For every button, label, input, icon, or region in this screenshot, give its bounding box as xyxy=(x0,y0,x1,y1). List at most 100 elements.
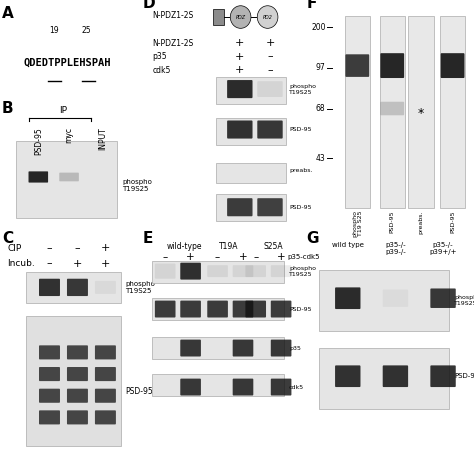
Bar xyxy=(319,270,449,331)
Text: phospho
T19S25: phospho T19S25 xyxy=(454,295,474,306)
Text: –: – xyxy=(253,252,258,262)
FancyBboxPatch shape xyxy=(233,265,253,277)
Text: 68: 68 xyxy=(316,104,326,113)
FancyBboxPatch shape xyxy=(95,367,116,381)
Text: IP: IP xyxy=(59,106,67,115)
FancyBboxPatch shape xyxy=(271,265,292,277)
FancyBboxPatch shape xyxy=(430,289,456,308)
FancyBboxPatch shape xyxy=(95,281,116,294)
Bar xyxy=(216,195,286,221)
FancyBboxPatch shape xyxy=(39,279,60,296)
Bar xyxy=(345,16,370,208)
Text: myc: myc xyxy=(64,127,73,143)
Text: preabs.: preabs. xyxy=(289,168,312,173)
Text: +: + xyxy=(101,259,110,269)
FancyBboxPatch shape xyxy=(227,80,253,98)
FancyBboxPatch shape xyxy=(233,378,253,396)
Text: p35-/-
p39-/-: p35-/- p39-/- xyxy=(385,242,406,255)
FancyBboxPatch shape xyxy=(67,279,88,296)
Text: D: D xyxy=(143,0,155,11)
FancyBboxPatch shape xyxy=(335,287,360,309)
Text: Incub.: Incub. xyxy=(8,259,35,268)
Bar xyxy=(153,298,284,320)
FancyBboxPatch shape xyxy=(95,410,116,425)
FancyBboxPatch shape xyxy=(346,54,369,77)
FancyBboxPatch shape xyxy=(67,367,88,381)
Text: +: + xyxy=(235,65,245,75)
Text: +: + xyxy=(73,259,82,269)
FancyBboxPatch shape xyxy=(180,263,201,279)
Text: +: + xyxy=(277,252,285,262)
Text: T19A: T19A xyxy=(219,242,238,251)
Text: PSD-95: PSD-95 xyxy=(390,210,395,233)
Text: +: + xyxy=(186,252,195,262)
Text: N-PDZ1-2S: N-PDZ1-2S xyxy=(153,12,194,20)
FancyBboxPatch shape xyxy=(59,172,79,181)
Text: PSD-95: PSD-95 xyxy=(289,307,311,312)
FancyBboxPatch shape xyxy=(67,389,88,403)
FancyBboxPatch shape xyxy=(180,340,201,356)
Text: –: – xyxy=(46,259,52,269)
FancyBboxPatch shape xyxy=(180,301,201,318)
Text: B: B xyxy=(2,101,14,116)
Text: p35: p35 xyxy=(289,346,301,350)
Bar xyxy=(319,348,449,409)
Text: PSD-95: PSD-95 xyxy=(454,373,474,379)
Text: 19: 19 xyxy=(50,26,59,35)
Ellipse shape xyxy=(230,6,251,28)
Text: phospho
T19S25: phospho T19S25 xyxy=(289,84,316,95)
FancyBboxPatch shape xyxy=(180,378,201,396)
Text: PSD-95: PSD-95 xyxy=(289,206,311,210)
Text: 200: 200 xyxy=(311,23,326,32)
Bar xyxy=(213,9,224,25)
Text: p35-cdk5: p35-cdk5 xyxy=(287,254,320,260)
Text: preabs.: preabs. xyxy=(419,210,423,234)
FancyBboxPatch shape xyxy=(227,198,253,216)
Text: PSD-95: PSD-95 xyxy=(125,387,153,396)
Text: –: – xyxy=(163,252,168,262)
Text: 25: 25 xyxy=(82,26,91,35)
FancyBboxPatch shape xyxy=(383,366,408,387)
FancyBboxPatch shape xyxy=(39,367,60,381)
Bar xyxy=(153,374,284,396)
Bar xyxy=(26,272,121,302)
Bar xyxy=(440,16,465,208)
Text: PSD-95: PSD-95 xyxy=(289,128,311,132)
Text: +: + xyxy=(265,38,274,48)
Bar xyxy=(216,163,286,183)
Text: phospho
T19S25: phospho T19S25 xyxy=(289,266,316,277)
FancyBboxPatch shape xyxy=(28,171,48,183)
Text: +: + xyxy=(235,52,245,62)
Bar xyxy=(26,316,121,445)
FancyBboxPatch shape xyxy=(430,366,456,387)
Bar xyxy=(16,141,117,218)
Text: +: + xyxy=(101,243,110,254)
Text: p35-/-
p39+/+: p35-/- p39+/+ xyxy=(429,242,457,255)
FancyBboxPatch shape xyxy=(257,81,283,97)
FancyBboxPatch shape xyxy=(380,53,404,78)
FancyBboxPatch shape xyxy=(39,345,60,360)
FancyBboxPatch shape xyxy=(246,301,266,318)
FancyBboxPatch shape xyxy=(380,102,404,115)
FancyBboxPatch shape xyxy=(207,301,228,318)
Text: –: – xyxy=(267,52,273,62)
FancyBboxPatch shape xyxy=(95,389,116,403)
FancyBboxPatch shape xyxy=(39,410,60,425)
Text: G: G xyxy=(307,231,319,246)
FancyBboxPatch shape xyxy=(233,340,253,356)
FancyBboxPatch shape xyxy=(441,53,465,78)
FancyBboxPatch shape xyxy=(233,301,253,318)
Text: 97: 97 xyxy=(316,63,326,72)
Text: +: + xyxy=(239,252,247,262)
Text: PSD-95: PSD-95 xyxy=(450,210,455,233)
Text: PSD-95: PSD-95 xyxy=(34,127,43,155)
Text: phospho
T19S25: phospho T19S25 xyxy=(122,179,152,192)
Text: INPUT: INPUT xyxy=(98,127,107,150)
Text: cdk5: cdk5 xyxy=(153,65,171,75)
Ellipse shape xyxy=(257,6,278,28)
FancyBboxPatch shape xyxy=(155,301,175,318)
Text: PD2: PD2 xyxy=(263,15,273,19)
FancyBboxPatch shape xyxy=(227,120,253,139)
FancyBboxPatch shape xyxy=(257,120,283,139)
Text: E: E xyxy=(143,231,153,246)
